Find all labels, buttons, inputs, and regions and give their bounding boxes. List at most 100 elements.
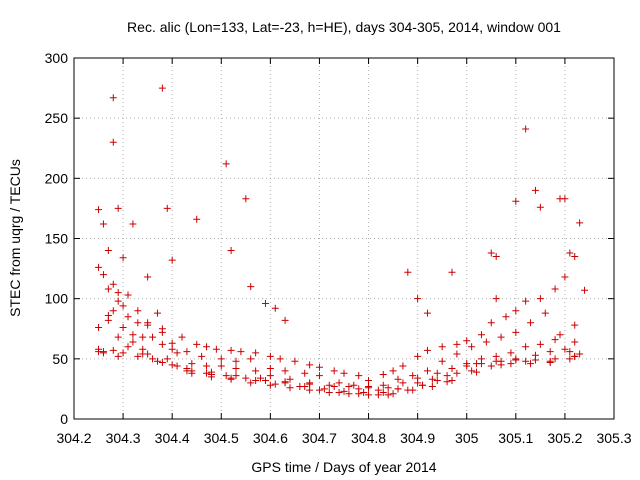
- data-point: [340, 369, 348, 377]
- data-point: [173, 362, 181, 370]
- data-point: [423, 346, 431, 354]
- data-point: [271, 304, 279, 312]
- data-point: [129, 220, 137, 228]
- data-point: [551, 355, 559, 363]
- data-point: [379, 381, 387, 389]
- data-point: [492, 295, 500, 303]
- data-point: [114, 352, 122, 360]
- data-point: [183, 364, 191, 372]
- data-point: [507, 349, 515, 357]
- data-point: [188, 360, 196, 368]
- x-tick-label: 304.8: [351, 430, 386, 446]
- data-point: [203, 343, 211, 351]
- data-point: [531, 186, 539, 194]
- data-point: [178, 333, 186, 341]
- data-point: [114, 204, 122, 212]
- data-point: [492, 253, 500, 261]
- data-point: [104, 247, 112, 255]
- data-point: [330, 383, 338, 391]
- data-point: [522, 125, 530, 133]
- data-point: [306, 361, 314, 369]
- data-point: [217, 362, 225, 370]
- data-point: [261, 299, 269, 307]
- data-point: [566, 348, 574, 356]
- data-point: [404, 268, 412, 276]
- data-point: [463, 337, 471, 345]
- data-point: [252, 367, 260, 375]
- data-point: [173, 349, 181, 357]
- data-point: [247, 379, 255, 387]
- data-point: [379, 370, 387, 378]
- data-point: [124, 313, 132, 321]
- x-tick-label: 304.4: [155, 430, 190, 446]
- data-point: [487, 362, 495, 370]
- data-point: [168, 256, 176, 264]
- data-point: [266, 352, 274, 360]
- data-point: [99, 220, 107, 228]
- data-point: [527, 319, 535, 327]
- data-point: [296, 383, 304, 391]
- data-point: [129, 331, 137, 339]
- x-tick-label: 305.3: [596, 430, 631, 446]
- data-point: [399, 362, 407, 370]
- x-tick-label: 304.7: [302, 430, 337, 446]
- data-point: [335, 379, 343, 387]
- data-point: [571, 352, 579, 360]
- data-point: [291, 357, 299, 365]
- data-point: [551, 285, 559, 293]
- data-point: [163, 204, 171, 212]
- data-point: [325, 389, 333, 397]
- y-tick-label: 150: [45, 231, 69, 247]
- data-point: [217, 355, 225, 363]
- data-point: [389, 390, 397, 398]
- data-point: [227, 374, 235, 382]
- y-tick-label: 0: [60, 411, 68, 427]
- data-point: [139, 350, 147, 358]
- data-point: [134, 352, 142, 360]
- y-tick-label: 50: [52, 351, 68, 367]
- data-point: [306, 380, 314, 388]
- data-point: [527, 360, 535, 368]
- data-point: [144, 273, 152, 281]
- data-point: [482, 338, 490, 346]
- data-point: [497, 361, 505, 369]
- data-point: [414, 295, 422, 303]
- data-point: [325, 381, 333, 389]
- data-point: [428, 375, 436, 383]
- data-point: [242, 374, 250, 382]
- data-point: [423, 309, 431, 317]
- data-point: [266, 372, 274, 380]
- data-point: [394, 385, 402, 393]
- data-point: [350, 381, 358, 389]
- data-point: [463, 362, 471, 370]
- data-point: [414, 352, 422, 360]
- data-point: [522, 343, 530, 351]
- data-point: [571, 253, 579, 261]
- data-point: [139, 333, 147, 341]
- data-point: [340, 387, 348, 395]
- data-point: [158, 358, 166, 366]
- data-point: [433, 369, 441, 377]
- data-point: [443, 372, 451, 380]
- data-point: [536, 340, 544, 348]
- data-point: [144, 321, 152, 329]
- data-point: [389, 367, 397, 375]
- data-point: [266, 364, 274, 372]
- data-point: [227, 346, 235, 354]
- data-point: [374, 386, 382, 394]
- data-point: [203, 369, 211, 377]
- data-point: [109, 138, 117, 146]
- data-point: [286, 384, 294, 392]
- data-point: [365, 384, 373, 392]
- data-point: [99, 271, 107, 279]
- data-point: [453, 340, 461, 348]
- grid-lines: [74, 58, 614, 419]
- data-point: [315, 372, 323, 380]
- y-tick-label: 300: [45, 50, 69, 66]
- data-point: [104, 285, 112, 293]
- data-point: [536, 295, 544, 303]
- data-point: [576, 350, 584, 358]
- x-tick-label: 304.3: [106, 430, 141, 446]
